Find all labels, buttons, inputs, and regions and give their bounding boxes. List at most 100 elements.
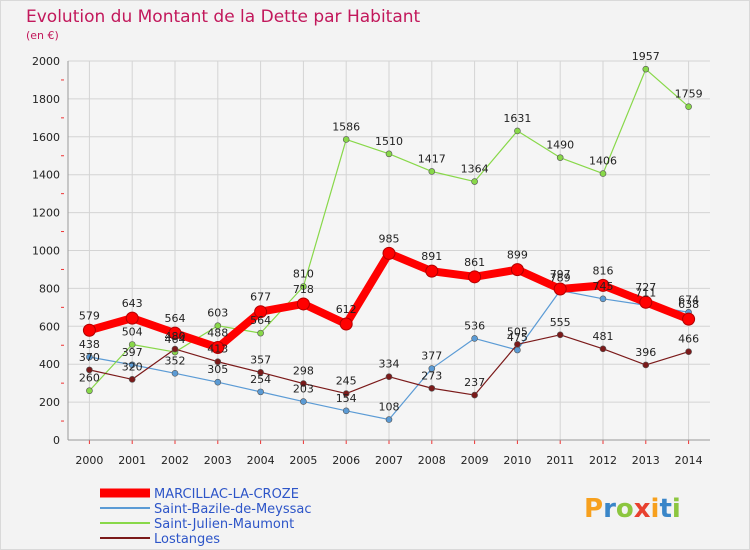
y-tick-label: 400 [39,358,60,371]
y-tick-label: 800 [39,282,60,295]
data-label: 899 [507,249,528,262]
data-point [639,295,653,309]
data-point [214,358,222,366]
data-point [125,311,139,325]
x-tick-label: 2005 [289,454,317,467]
data-label: 1631 [503,112,531,125]
data-point [428,168,436,175]
x-tick-label: 2003 [204,454,232,467]
data-label: 108 [379,401,400,414]
data-point [171,369,179,377]
data-point [514,127,521,135]
data-point [168,326,182,340]
data-label: 643 [122,297,143,310]
data-point [556,154,564,161]
data-label: 1957 [632,50,660,63]
data-label: 377 [421,350,442,363]
series-0 [82,246,696,355]
logo-letter: P [584,494,603,524]
data-point [510,263,524,277]
data-point [471,335,478,342]
logo-letter: i [651,494,660,524]
axes: 0 200 400 600 800 1000 1200 1400 1600 1800 2000 200… [32,55,710,467]
x-tick-label: 2004 [247,454,275,467]
data-label: 245 [336,375,357,388]
logo-letter: i [672,494,681,524]
data-point [296,297,310,311]
data-labels: 438 397 352 305 254 203 154 108 377 536 475 789 745 7… [79,50,703,413]
x-tick-label: 2012 [589,454,617,467]
data-label: 488 [207,327,228,340]
data-label: 674 [678,293,699,306]
data-label: 466 [678,333,699,346]
data-point [514,346,521,354]
logo-letter: x [634,494,651,524]
data-label: 203 [293,383,314,396]
y-tick-label: 1400 [32,169,60,182]
data-label: 1490 [546,139,574,152]
y-tick-label: 1600 [32,131,60,144]
data-label: 1586 [332,120,360,133]
data-label: 1759 [675,88,703,101]
data-point [300,380,307,387]
data-point [425,264,439,278]
data-label: 438 [79,338,100,351]
data-label: 480 [165,330,186,343]
series-3 [86,331,692,399]
data-label: 711 [635,286,656,299]
x-tick-label: 2010 [503,454,531,467]
data-label: 352 [165,354,186,367]
logo-letter: o [616,494,634,524]
data-label: 564 [165,312,186,325]
data-label: 638 [678,298,699,311]
data-label: 273 [421,369,442,382]
data-point [685,348,692,355]
data-label: 1406 [589,155,617,168]
data-point [214,378,222,386]
data-point [642,65,650,73]
chart-subtitle: (en €) [26,29,59,42]
data-point [342,390,350,397]
data-label: 861 [464,256,485,269]
data-point [82,323,96,337]
data-point [471,391,478,399]
data-point [385,150,393,158]
data-label: 727 [635,281,656,294]
data-label: 1417 [418,152,446,165]
x-tick-label: 2013 [632,454,660,467]
legend: MARCILLAC-LA-CROZESaint-Bazile-de-Meyssa… [100,487,312,547]
data-point [556,331,564,339]
data-label: 397 [122,346,143,359]
data-point [382,246,396,260]
data-label: 718 [293,283,314,296]
data-label: 816 [593,264,614,277]
y-tick-label: 200 [39,396,60,409]
y-tick-label: 1200 [32,207,60,220]
data-point [128,341,136,348]
y-tick-label: 600 [39,320,60,333]
data-point [300,398,307,405]
chart-title: Evolution du Montant de la Dette par Hab… [26,7,421,27]
data-label: 745 [593,280,614,293]
data-point [86,366,93,374]
legend-label: Saint-Julien-Maumont [154,517,294,532]
data-point [682,312,696,326]
data-label: 797 [550,268,571,281]
data-point [599,295,607,303]
data-point [257,329,264,337]
data-label: 985 [379,232,400,245]
data-point [339,317,353,331]
y-tick-label: 1000 [32,245,60,258]
data-point [685,103,692,110]
data-label: 154 [336,392,357,405]
data-point [86,387,93,395]
data-point [599,345,607,353]
logo-letter: r [603,494,616,524]
data-label: 396 [635,346,656,359]
data-point [385,416,393,423]
logo-letter: t [659,494,671,524]
data-label: 789 [550,271,571,284]
proxiti-logo: Proxiti [584,494,681,524]
y-tick-label: 1800 [32,93,60,106]
